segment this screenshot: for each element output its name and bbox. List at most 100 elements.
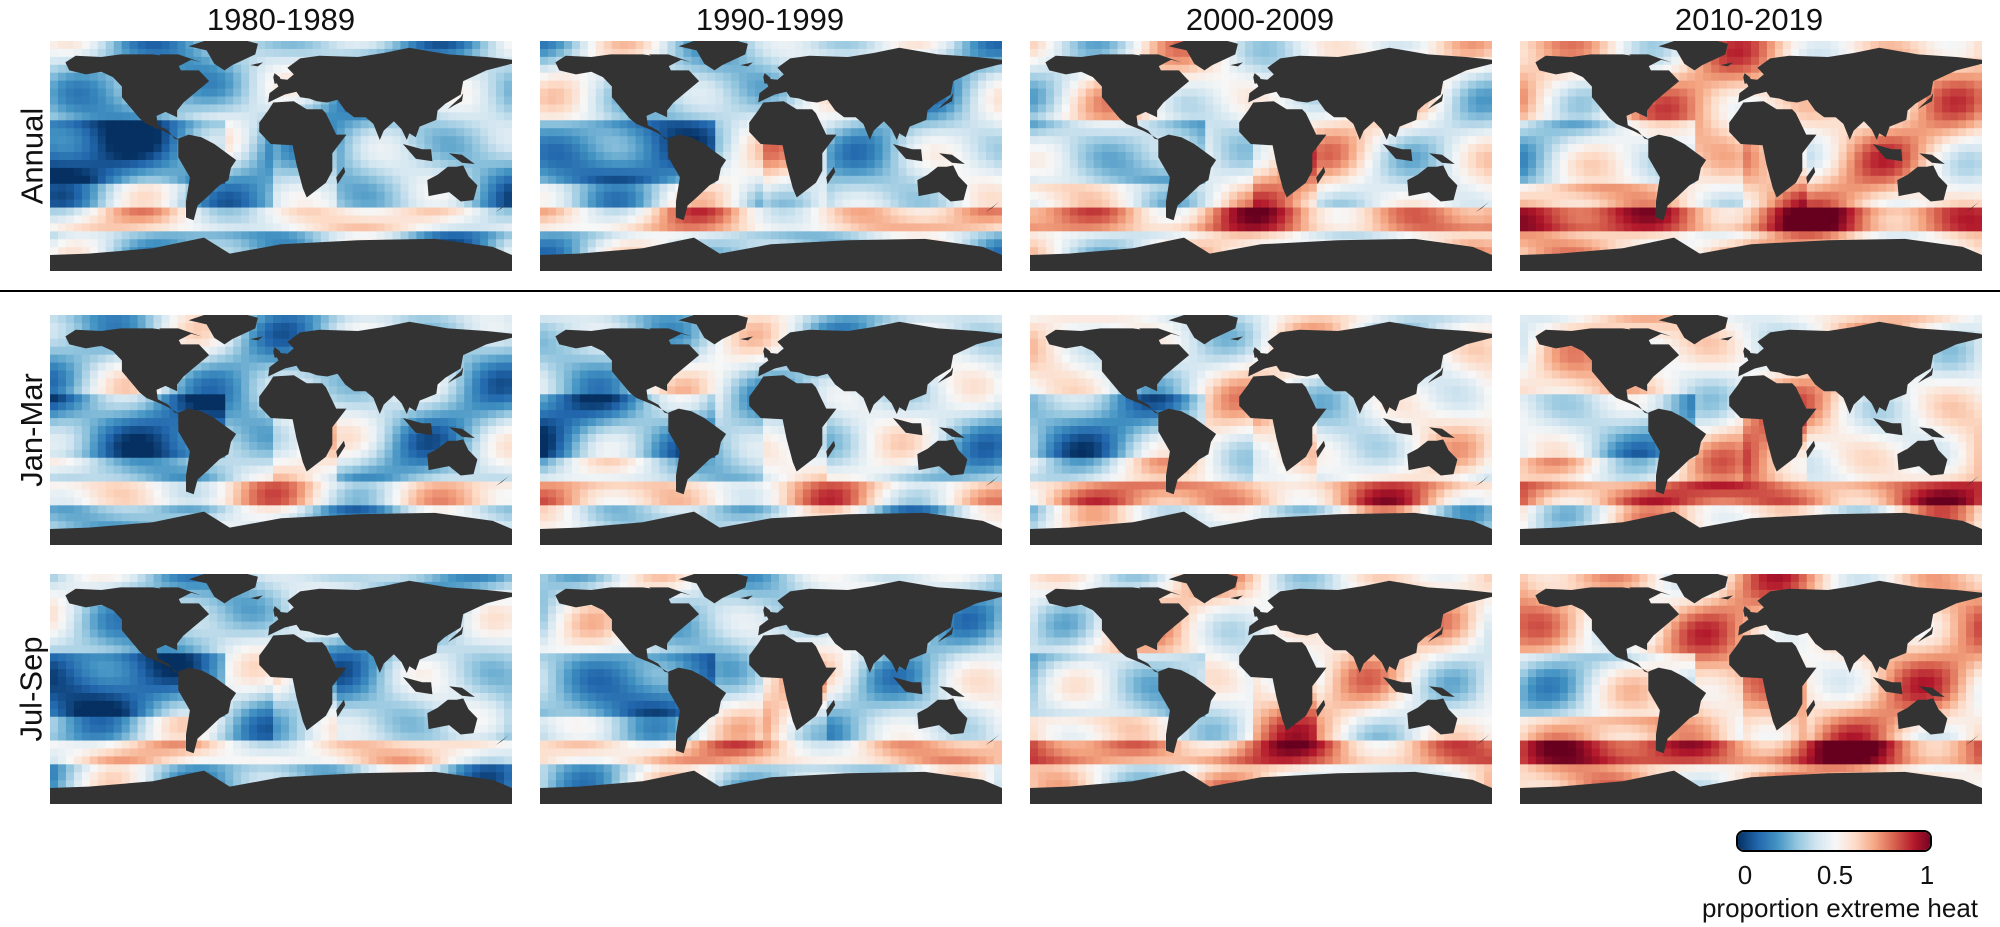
land-mass — [1629, 328, 1672, 341]
land-mass — [1230, 62, 1243, 67]
map-panel-jan-mar-1980-1989 — [50, 315, 512, 545]
land-mass — [740, 595, 753, 600]
land-mass — [758, 580, 1002, 673]
sst-heatmap — [50, 574, 512, 804]
land-mass — [1030, 511, 1492, 545]
land-mass — [1168, 41, 1238, 71]
land-mass — [1917, 367, 1934, 384]
land-mass — [1158, 667, 1217, 754]
land-mass — [178, 134, 237, 221]
row-separator — [0, 290, 2000, 292]
land-mass — [1743, 606, 1753, 617]
land-mass — [336, 440, 346, 459]
land-mass — [763, 73, 773, 84]
land-mass — [678, 41, 748, 71]
land-mass — [1648, 134, 1707, 221]
land-mass — [1806, 440, 1816, 459]
land-mass — [668, 667, 727, 754]
land-mass — [65, 328, 210, 414]
land-mass — [678, 315, 748, 345]
land-mass — [159, 328, 202, 341]
land-mass — [336, 699, 346, 718]
land-mass — [668, 134, 727, 221]
land-mass — [1729, 634, 1817, 731]
land-mass — [50, 770, 512, 804]
land-mass — [427, 439, 478, 476]
land-mass — [917, 165, 968, 202]
map-panel-jan-mar-2000-2009 — [1030, 315, 1492, 545]
sst-heatmap — [540, 315, 1002, 545]
land-mass — [336, 166, 346, 185]
land-mass — [1648, 408, 1707, 495]
land-mass — [1316, 699, 1326, 718]
land-mass — [826, 699, 836, 718]
land-mass — [1738, 321, 1982, 414]
land-mass — [447, 626, 464, 643]
land-mass — [826, 440, 836, 459]
land-mass — [1139, 587, 1182, 600]
land-mass — [1316, 166, 1326, 185]
land-mass — [1872, 677, 1903, 695]
column-title-2010-2019: 2010-2019 — [1514, 2, 1984, 38]
land-mass — [250, 62, 263, 67]
land-mass — [1743, 347, 1753, 358]
land-mass — [259, 634, 347, 731]
land-mass — [1382, 144, 1413, 162]
land-mass — [749, 101, 837, 198]
land-mass — [1316, 440, 1326, 459]
land-mass — [649, 54, 692, 67]
land-mass — [1919, 427, 1945, 438]
land-mass — [1720, 595, 1733, 600]
land-mass — [1139, 54, 1182, 67]
land-mass — [1158, 134, 1217, 221]
map-panel-jul-sep-2000-2009 — [1030, 574, 1492, 804]
land-mass — [1030, 770, 1492, 804]
colorbar-tick-0: 0 — [1705, 860, 1785, 890]
land-mass — [555, 54, 700, 140]
map-panel-jan-mar-2010-2019 — [1520, 315, 1982, 545]
map-panel-jul-sep-1980-1989 — [50, 574, 512, 804]
land-mass — [159, 587, 202, 600]
land-mass — [939, 427, 965, 438]
column-title-2000-2009: 2000-2009 — [1025, 2, 1495, 38]
land-mass — [1239, 101, 1327, 198]
land-mass — [188, 315, 258, 345]
land-mass — [268, 580, 512, 673]
sst-heatmap — [1520, 41, 1982, 271]
land-mass — [1045, 328, 1190, 414]
land-mass — [65, 54, 210, 140]
land-mass — [427, 698, 478, 735]
land-mass — [449, 153, 475, 164]
land-mass — [1158, 408, 1217, 495]
land-mass — [1168, 574, 1238, 604]
land-mass — [1253, 606, 1263, 617]
land-mass — [1648, 667, 1707, 754]
land-mass — [1729, 101, 1817, 198]
land-mass — [178, 667, 237, 754]
land-mass — [427, 165, 478, 202]
land-mass — [188, 41, 258, 71]
column-title-1990-1999: 1990-1999 — [535, 2, 1005, 38]
land-mass — [540, 237, 1002, 271]
land-mass — [1520, 237, 1982, 271]
land-mass — [1045, 587, 1190, 673]
land-mass — [1720, 336, 1733, 341]
land-mass — [1230, 336, 1243, 341]
land-mass — [1535, 54, 1680, 140]
land-mass — [892, 677, 923, 695]
land-mass — [259, 375, 347, 472]
land-mass — [273, 73, 283, 84]
land-mass — [1382, 677, 1413, 695]
land-mass — [1407, 698, 1458, 735]
map-panel-annual-1980-1989 — [50, 41, 512, 271]
sst-heatmap — [540, 574, 1002, 804]
land-mass — [268, 47, 512, 141]
land-mass — [1629, 587, 1672, 600]
land-mass — [740, 336, 753, 341]
land-mass — [826, 166, 836, 185]
land-mass — [1239, 634, 1327, 731]
land-mass — [1429, 686, 1455, 697]
land-mass — [1427, 93, 1444, 110]
land-mass — [402, 418, 433, 436]
sst-heatmap — [50, 41, 512, 271]
